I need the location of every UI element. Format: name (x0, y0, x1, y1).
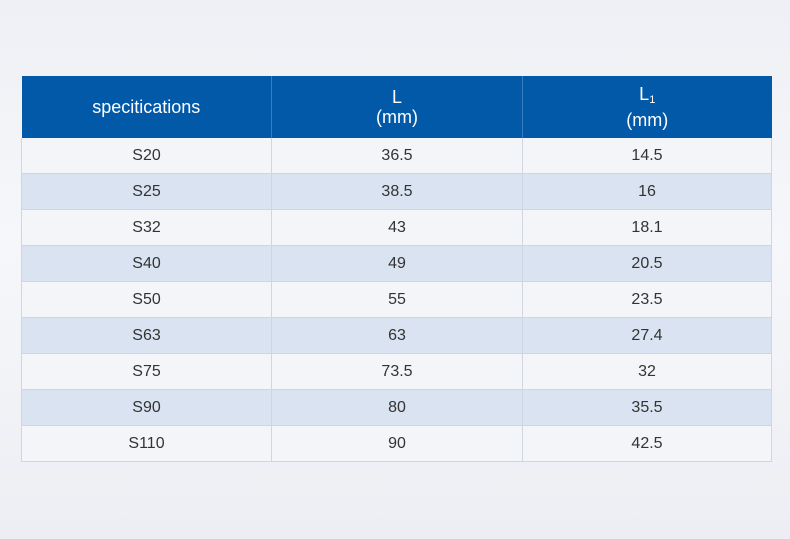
cell-spec: S90 (21, 389, 272, 426)
cell-l1: 35.5 (522, 389, 772, 426)
header-l1-unit: (mm) (626, 110, 669, 130)
cell-spec: S32 (21, 209, 272, 246)
cell-l1: 14.5 (522, 138, 772, 174)
cell-l: 80 (271, 389, 523, 426)
header-l1: L1 (mm) (522, 76, 772, 138)
table-row: S63 63 27.4 (21, 317, 772, 354)
table-row: S40 49 20.5 (21, 245, 772, 282)
header-row: specitications L (mm) L1 (mm) (21, 76, 772, 138)
cell-l: 55 (271, 281, 523, 318)
cell-spec: S25 (21, 173, 272, 210)
cell-l1: 23.5 (522, 281, 772, 318)
header-l-unit: (mm) (376, 107, 418, 127)
cell-l: 49 (271, 245, 523, 282)
header-spec: specitications (21, 76, 272, 138)
spec-table: specitications L (mm) L1 (mm) S20 36.5 1… (21, 76, 772, 462)
cell-l1: 27.4 (522, 317, 772, 354)
table-row: S50 55 23.5 (21, 281, 772, 318)
cell-spec: S63 (21, 317, 272, 354)
cell-l1: 42.5 (522, 425, 772, 462)
cell-l: 38.5 (271, 173, 523, 210)
header-l: L (mm) (271, 76, 523, 138)
spec-table-container: specitications L (mm) L1 (mm) S20 36.5 1… (21, 76, 772, 462)
header-l1-name: L (639, 84, 650, 104)
cell-spec: S40 (21, 245, 272, 282)
cell-spec: S75 (21, 353, 272, 390)
table-body: S20 36.5 14.5 S25 38.5 16 S32 43 18.1 S4… (21, 138, 772, 462)
cell-spec: S20 (21, 138, 272, 174)
table-row: S32 43 18.1 (21, 209, 772, 246)
cell-l: 63 (271, 317, 523, 354)
table-header: specitications L (mm) L1 (mm) (21, 76, 772, 138)
cell-l: 43 (271, 209, 523, 246)
table-row: S90 80 35.5 (21, 389, 772, 426)
cell-spec: S50 (21, 281, 272, 318)
cell-spec: S110 (21, 425, 272, 462)
header-l1-subscript: 1 (649, 94, 656, 106)
cell-l: 73.5 (271, 353, 523, 390)
table-row: S25 38.5 16 (21, 173, 772, 210)
table-row: S75 73.5 32 (21, 353, 772, 390)
cell-l1: 20.5 (522, 245, 772, 282)
table-row: S20 36.5 14.5 (21, 138, 772, 174)
header-l-name: L (391, 87, 402, 107)
cell-l: 90 (271, 425, 523, 462)
cell-l1: 16 (522, 173, 772, 210)
cell-l1: 18.1 (522, 209, 772, 246)
table-row: S110 90 42.5 (21, 425, 772, 462)
cell-l1: 32 (522, 353, 772, 390)
header-l1-symbol: L1 (523, 84, 772, 110)
cell-l: 36.5 (271, 138, 523, 174)
